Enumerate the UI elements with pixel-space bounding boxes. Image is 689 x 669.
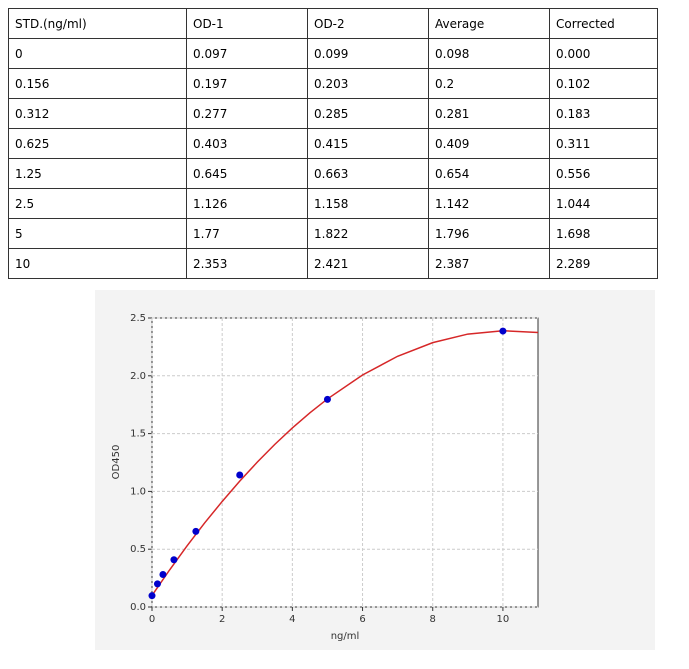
data-point xyxy=(236,471,244,479)
data-point xyxy=(323,395,331,403)
table-cell: STD.(ng/ml) xyxy=(8,8,187,39)
table-cell: 1.698 xyxy=(549,218,658,249)
table-cell: OD-1 xyxy=(186,8,308,39)
table-cell: 0.409 xyxy=(428,128,550,159)
table-cell: 0.281 xyxy=(428,98,550,129)
table-cell: 0.403 xyxy=(186,128,308,159)
x-tick-label: 8 xyxy=(430,614,436,625)
table-cell: 0.312 xyxy=(8,98,187,129)
table-cell: 2.289 xyxy=(549,248,658,279)
x-tick-label: 10 xyxy=(497,614,510,625)
table-cell: 0.556 xyxy=(549,158,658,189)
table-row: 0 0.097 0.099 0.098 0.000 xyxy=(8,38,658,69)
data-point xyxy=(153,580,161,588)
table-row: 0.312 0.277 0.285 0.281 0.183 xyxy=(8,98,658,129)
header-row: STD.(ng/ml) OD-1 OD-2 Average Corrected xyxy=(8,8,658,39)
y-tick-label: 0.5 xyxy=(130,544,146,555)
table-cell: 2.5 xyxy=(8,188,187,219)
table-cell: 0.645 xyxy=(186,158,308,189)
data-table: STD.(ng/ml) OD-1 OD-2 Average Corrected 0 0.09… xyxy=(8,8,658,279)
x-tick-label: 0 xyxy=(149,614,155,625)
data-point xyxy=(170,556,178,564)
table-cell: 10 xyxy=(8,248,187,279)
table-cell: 0.099 xyxy=(307,38,429,69)
data-point xyxy=(148,592,156,600)
x-tick-label: 4 xyxy=(289,614,295,625)
table-cell: 2.387 xyxy=(428,248,550,279)
table-row: 5 1.77 1.822 1.796 1.698 xyxy=(8,218,658,249)
table-row: 10 2.353 2.421 2.387 2.289 xyxy=(8,248,658,279)
table-cell: 0.097 xyxy=(186,38,308,69)
y-tick-label: 2.0 xyxy=(130,371,146,382)
table-cell: 2.353 xyxy=(186,248,308,279)
table-cell: 0.285 xyxy=(307,98,429,129)
y-tick-label: 1.0 xyxy=(130,486,146,497)
y-tick-label: 0.0 xyxy=(130,602,146,613)
table-cell: 0.2 xyxy=(428,68,550,99)
y-tick-label: 1.5 xyxy=(130,429,146,440)
table-cell: 0.203 xyxy=(307,68,429,99)
table-cell: Average xyxy=(428,8,550,39)
data-point xyxy=(159,571,167,579)
x-tick-label: 6 xyxy=(359,614,365,625)
plot-area xyxy=(151,317,539,608)
x-axis-label: ng/ml xyxy=(331,631,360,642)
table-cell: 1.822 xyxy=(307,218,429,249)
data-point xyxy=(192,527,200,535)
table-cell: 0.654 xyxy=(428,158,550,189)
data-point xyxy=(499,327,507,335)
y-tick-label: 2.5 xyxy=(130,313,146,324)
table-cell: 2.421 xyxy=(307,248,429,279)
x-tick-label: 2 xyxy=(219,614,225,625)
table-cell: Corrected xyxy=(549,8,658,39)
table-cell: 1.044 xyxy=(549,188,658,219)
y-axis-label: OD450 xyxy=(111,445,122,480)
